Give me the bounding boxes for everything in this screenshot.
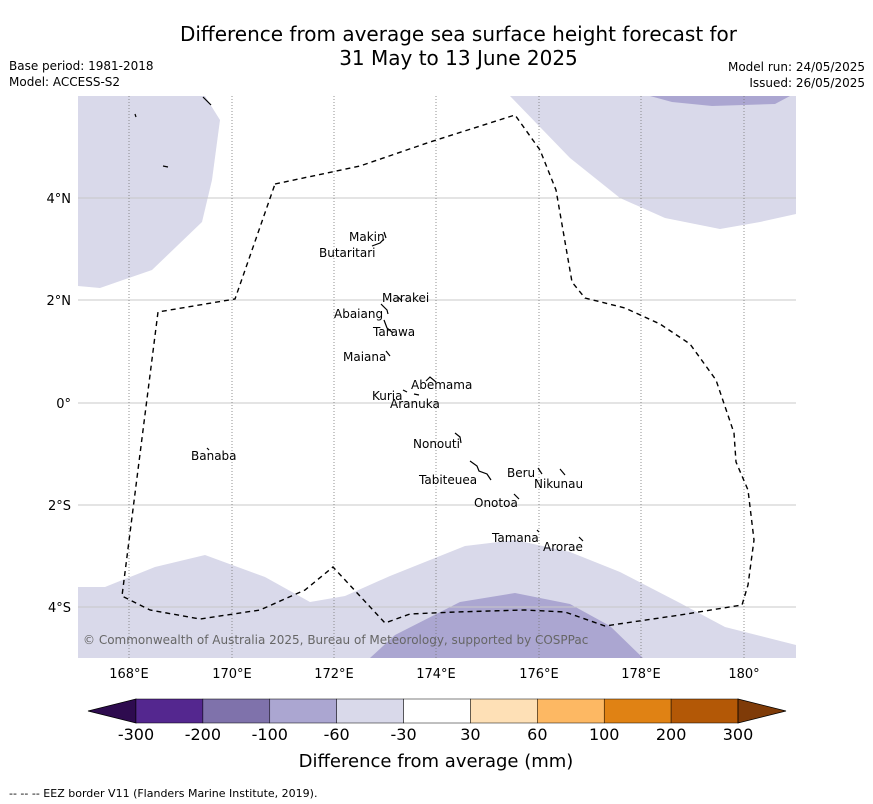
lon-label-172e: 172°E [314,667,354,682]
island-label-banaba: Banaba [191,449,237,463]
colorbar-tick-label: -30 [390,725,416,744]
island-labels: Makin Butaritari Marakei Abaiang Tarawa … [191,230,583,554]
anomaly-region-south-dark [370,593,643,658]
island-nw-shape-2 [162,165,169,168]
anomaly-region-ne [510,96,796,229]
colorbar-segment [202,698,271,724]
island-aranuka-shape [413,393,420,396]
issued-text: Issued: 26/05/2025 [749,76,865,90]
lon-label-168e: 168°E [109,667,149,682]
lon-label-176e: 176°E [519,667,559,682]
island-label-arorae: Arorae [543,540,583,554]
colorbar-tick-label: 100 [589,725,620,744]
colorbar: -300 -200 -100 -60 -30 30 60 100 200 300 [87,698,787,744]
colorbar-segment [269,698,337,724]
model-text: Model: ACCESS-S2 [9,75,121,89]
island-abemama-shape [425,376,437,383]
island-label-butaritari: Butaritari [319,246,376,260]
lat-label-2n: 2°N [47,294,72,309]
colorbar-tick-label: -60 [324,725,350,744]
island-beru-shape [537,467,543,475]
longitude-labels: 168°E 170°E 172°E 174°E 176°E 178°E 180° [109,667,759,682]
island-label-tamana: Tamana [491,531,539,545]
lat-label-4s: 4°S [48,601,71,616]
colorbar-tick-label: -300 [118,725,154,744]
colorbar-tick-label: -100 [252,725,288,744]
island-arorae-shape [578,536,584,542]
island-label-tabiteuea: Tabiteuea [418,473,477,487]
colorbar-tick-label: 60 [527,725,547,744]
island-tabiteuea-shape [469,460,492,481]
colorbar-tick-label: 200 [656,725,687,744]
island-nw-shape-1 [134,113,137,118]
colorbar-tick-label: 300 [723,725,754,744]
latitude-labels: 4°N 2°N 0° 2°S 4°S [47,192,72,616]
island-label-abaiang: Abaiang [334,307,383,321]
island-tamana-shape [536,529,540,533]
island-maiana-shape [385,350,391,357]
island-label-kuria: Kuria [372,389,403,403]
lon-label-170e: 170°E [212,667,252,682]
lon-label-178e: 178°E [621,667,661,682]
island-label-onotoa: Onotoa [474,496,518,510]
island-nikunau-shape [559,468,566,476]
island-label-maiana: Maiana [343,350,386,364]
island-makin-shape [383,231,387,239]
anomaly-region-nw [78,96,220,288]
island-nonouti-shape [454,432,462,444]
island-label-nikunau: Nikunau [534,477,583,491]
island-label-abemama: Abemama [411,378,472,392]
colorbar-tick-label: -200 [185,725,221,744]
map-plot-area: Makin Butaritari Marakei Abaiang Tarawa … [78,96,796,658]
anomaly-region-ne-dark [650,96,790,106]
colorbar-extend-high [737,698,787,724]
latitude-gridlines [78,197,796,608]
island-label-makin: Makin [349,230,385,244]
colorbar-segment [470,698,538,724]
island-nw-shape-3 [202,96,212,106]
lat-label-4n: 4°N [47,192,72,207]
base-period-text: Base period: 1981-2018 [9,59,154,73]
lon-label-180: 180° [728,667,759,682]
island-marakei-shape [397,296,403,302]
colorbar-segment [135,698,204,724]
island-shapes [134,96,584,542]
island-banaba-shape [206,447,210,451]
longitude-gridlines [128,96,745,658]
island-tarawa-shape [383,319,394,334]
map-title-line2: 31 May to 13 June 2025 [339,46,578,70]
eez-legend-text: -- -- -- EEZ border V11 (Flanders Marine… [9,787,318,800]
colorbar-segment [336,698,404,724]
colorbar-segment [603,698,672,724]
colorbar-title: Difference from average (mm) [299,751,574,772]
colorbar-segment [403,698,471,724]
island-label-tarawa: Tarawa [372,325,415,339]
island-butaritari-shape [371,238,385,247]
island-label-nonouti: Nonouti [413,437,460,451]
lat-label-2s: 2°S [48,499,71,514]
colorbar-extend-low [87,698,137,724]
colorbar-segment [670,698,739,724]
model-run-text: Model run: 24/05/2025 [727,60,865,74]
colorbar-tick-label: 30 [460,725,480,744]
island-label-aranuka: Aranuka [390,397,440,411]
island-label-marakei: Marakei [382,291,429,305]
lon-label-174e: 174°E [416,667,456,682]
colorbar-segment [537,698,605,724]
island-kuria-shape [402,389,408,393]
lat-label-0: 0° [56,397,71,412]
copyright-notice: © Commonwealth of Australia 2025, Bureau… [83,633,588,647]
map-title-line1: Difference from average sea surface heig… [179,22,738,46]
anomaly-region-south [78,540,796,658]
island-onotoa-shape [513,493,520,500]
island-abaiang-shape [380,303,389,315]
eez-border [121,114,755,627]
island-label-beru: Beru [507,466,535,480]
